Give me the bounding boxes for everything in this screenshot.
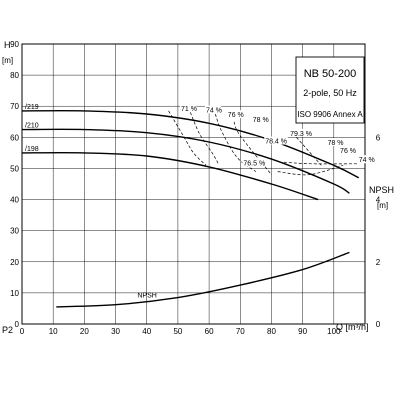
efficiency-contour — [190, 112, 219, 164]
efficiency-label: 76 % — [340, 148, 356, 155]
efficiency-label: 76.5 % — [243, 160, 265, 167]
y-tick-label: 50 — [10, 164, 19, 173]
npsh-tick-label: 0 — [376, 320, 381, 329]
right-axis-title: NPSH — [369, 185, 394, 195]
y-axis-title: H — [4, 40, 11, 50]
efficiency-contour — [283, 161, 359, 165]
y-tick-label: 80 — [10, 71, 19, 80]
efficiency-label-bg — [242, 158, 266, 167]
plot-frame — [21, 43, 366, 325]
y-axis-unit: [m] — [2, 56, 13, 65]
x-tick-label: 60 — [205, 327, 214, 336]
y-tick-label: 10 — [10, 289, 19, 298]
x-tick-label: 20 — [80, 327, 89, 336]
series-label: /219 — [25, 104, 39, 111]
x-tick-label: 30 — [111, 327, 120, 336]
x-axis-title: Q [m³/h] — [336, 322, 369, 332]
x-tick-label: 10 — [49, 327, 58, 336]
efficiency-label: 78 % — [328, 140, 344, 147]
x-tick-label: 0 — [20, 327, 25, 336]
x-tick-label: 50 — [173, 327, 182, 336]
p2-label: P2 — [2, 325, 13, 335]
npsh-tick-label: 2 — [376, 258, 381, 267]
y-tick-label: 0 — [15, 320, 20, 329]
y-tick-label: 30 — [10, 227, 19, 236]
efficiency-label-bg — [357, 155, 375, 164]
series-line-198 — [21, 151, 319, 201]
right-axis-unit: [m] — [377, 201, 388, 210]
efficiency-label: 71 % — [181, 106, 197, 113]
poles-label: 2-pole, 50 Hz — [303, 88, 357, 98]
npsh-tick-label: 6 — [376, 133, 381, 142]
series-label: NPSH — [137, 293, 156, 300]
efficiency-contour — [168, 110, 207, 166]
efficiency-label: 78.4 % — [265, 139, 287, 146]
y-tick-label: 90 — [10, 40, 19, 49]
efficiency-label-bg — [180, 103, 197, 112]
efficiency-label-bg — [204, 105, 222, 114]
x-tick-label: 40 — [142, 327, 151, 336]
series-line-npsh — [56, 251, 350, 308]
efficiency-label-bg — [251, 114, 269, 123]
series-label: /198 — [25, 146, 39, 153]
x-tick-label: 80 — [267, 327, 276, 336]
efficiency-label-bg — [264, 136, 288, 145]
x-tick-label: 90 — [298, 327, 307, 336]
series-lines — [21, 109, 360, 308]
x-tick-label: 70 — [236, 327, 245, 336]
series-line-210 — [21, 128, 350, 194]
model-label: NB 50-200 — [304, 68, 357, 80]
efficiency-label-bg — [289, 128, 313, 137]
efficiency-label: 76 % — [228, 112, 244, 119]
efficiency-label: 79.3 % — [290, 131, 312, 138]
efficiency-label: 74 % — [359, 157, 375, 164]
efficiency-contour — [233, 121, 272, 175]
efficiency-label-bg — [326, 138, 343, 147]
y-tick-label: 70 — [10, 102, 19, 111]
efficiency-contour — [296, 137, 322, 166]
efficiency-label-bg — [339, 145, 356, 154]
efficiency-label-bg — [226, 110, 244, 119]
npsh-tick-label: 4 — [376, 196, 381, 205]
efficiency-contour — [277, 164, 344, 176]
y-tick-label: 40 — [10, 196, 19, 205]
series-line-219 — [21, 109, 360, 179]
x-tick-label: 100 — [327, 327, 341, 336]
standard-label: ISO 9906 Annex A — [297, 110, 363, 119]
efficiency-label: 74 % — [206, 107, 222, 114]
series-label: /210 — [25, 123, 39, 130]
efficiency-label: 78 % — [253, 117, 269, 124]
y-tick-label: 60 — [10, 133, 19, 142]
info-box — [295, 56, 365, 124]
y-tick-label: 20 — [10, 258, 19, 267]
